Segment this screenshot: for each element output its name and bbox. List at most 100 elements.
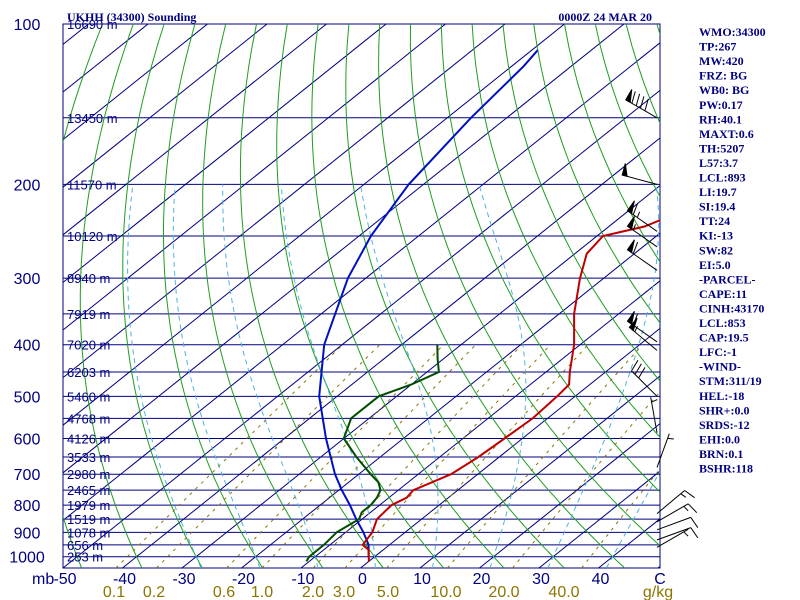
wind-barb-feather [631,360,639,372]
wind-barb-staff [656,528,689,548]
wind-barb-feather [634,363,642,375]
mixing-ratio-lines [115,344,660,568]
wind-barb [631,360,658,397]
height-label: 2465 m [67,483,110,498]
isotherm-line [63,24,506,379]
dry-adiabat-lines [63,24,660,568]
pressure-tick-label: 300 [14,271,41,288]
wind-barb-staff [656,516,691,531]
mixing-ratio-tick-label: 3.0 [333,584,355,600]
wind-barb [626,216,658,248]
height-label: 1078 m [67,525,110,540]
temperature-tick-label: -30 [172,571,195,588]
pressure-tick-label: 100 [14,17,41,34]
wind-barb [628,317,658,351]
isotherm-line [63,24,565,426]
index-line: CAP:19.5 [699,331,749,345]
wind-barb [656,503,698,523]
mixing-ratio-tick-label: 0.2 [143,584,165,600]
dry-adiabat [63,24,103,568]
parcel-path-line [318,49,539,557]
isotherm-lines [63,24,660,568]
mixing-ratio-line [312,344,523,568]
wind-barb-half-feather [636,211,641,218]
isotherm-line [63,24,387,284]
wind-barb-staff [627,249,658,271]
wind-barb-half-feather [667,437,674,440]
wind-barb [621,163,658,185]
dry-adiabat [202,24,324,568]
temperature-axis-labels: -50 -40 -30 -20 -10 0 10 20 30 40 C [53,571,665,588]
wind-barb-staff [627,225,658,248]
index-line: FRZ: BG [699,69,747,83]
index-line: LCL:893 [699,171,746,185]
height-label: 253 m [67,550,103,565]
height-label: 8940 m [67,271,110,286]
isotherm-line [538,470,660,568]
height-label: 4768 m [67,411,110,426]
wind-barb-staff [627,210,658,232]
temperature-tick-label: 0 [358,571,367,588]
wind-barb-staff [650,397,658,433]
moist-adiabat [172,184,261,568]
height-label: 5460 m [67,389,110,404]
mixing-ratio-line [115,344,344,568]
dry-adiabat [502,24,660,382]
mixing-ratio-tick-label: 10.0 [430,584,461,600]
temperature-tick-label: 10 [413,571,431,588]
index-line: LCL:853 [699,316,746,330]
moist-adiabat [605,470,660,568]
dry-adiabat [163,24,264,568]
pressure-tick-label: 200 [14,177,41,194]
mixing-ratio-tick-label: 1.0 [251,584,273,600]
index-line: MW:420 [699,54,744,68]
pressure-tick-label: 800 [14,498,41,515]
wind-barb-pennant [625,89,633,104]
wind-barb [650,397,658,433]
mixing-ratio-line [386,344,589,568]
height-label: 11570 m [67,177,117,192]
isotherm-line [63,24,208,141]
index-line: STM:311/19 [699,374,762,388]
sounding-profiles [305,49,660,562]
index-line: EI:5.0 [699,258,731,272]
height-label: 16690 m [67,17,118,32]
wind-barbs [621,89,699,548]
wind-barb-half-feather [651,399,658,403]
wind-barb-feather [690,527,699,539]
isotherm-line [63,24,446,331]
temperature-tick-label: -20 [232,571,255,588]
isotherm-line [181,184,660,568]
height-label: 13450 m [67,111,118,126]
mixing-ratio-line [226,344,444,568]
dry-adiabat [533,24,660,324]
mixing-ratio-tick-label: 20.0 [488,584,519,600]
height-label: 1979 m [67,498,110,513]
moist-adiabat-lines [127,184,660,568]
mixing-ratio-axis-labels: 0.1 0.2 0.6 1.0 2.0 3.0 5.0 10.0 20.0 40.0 g/kg [103,584,673,600]
isotherm-line [419,375,660,568]
wind-barb-feather [635,93,641,106]
height-label: 3533 m [67,450,110,465]
index-line: RH:40.1 [699,112,742,126]
pressure-unit-label: mb [32,571,54,588]
index-line: HEL:-18 [699,389,744,403]
index-line: PW:0.17 [699,98,743,112]
wind-barb [656,490,695,514]
index-line: CINH:43170 [699,301,764,315]
temperature-tick-label: 40 [592,571,610,588]
dry-adiabat [409,24,660,547]
wind-barb-pennant [626,216,635,230]
pressure-tick-label: 400 [14,338,41,355]
temperature-tick-label: 30 [532,571,550,588]
isotherm-line [122,137,660,568]
dry-adiabat [440,24,660,493]
index-line: WMO:34300 [699,25,766,39]
wind-barb-staff [625,99,658,119]
index-line: TH:5207 [699,141,744,155]
wind-barb-staff [656,433,670,468]
pressure-tick-label: 900 [14,525,41,542]
mixing-ratio-tick-label: 5.0 [377,584,399,600]
isotherm-line [360,327,660,568]
height-labels: 16690 m 13450 m 11570 m 10120 m 8940 m 7919 m… [67,17,118,565]
